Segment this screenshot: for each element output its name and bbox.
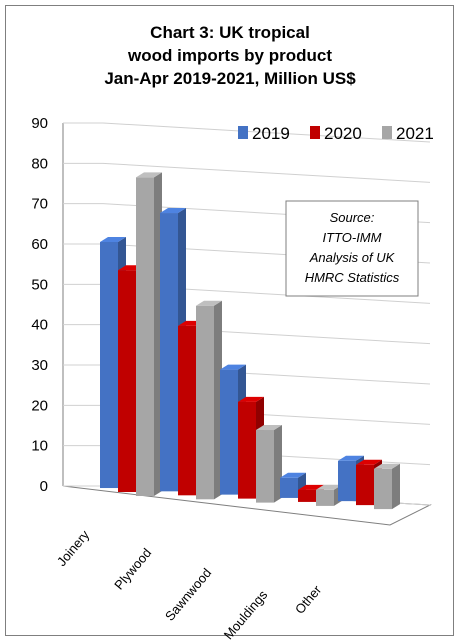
source-note-line-4: HMRC Statistics — [305, 270, 400, 285]
category-label-mouldings: Mouldings — [221, 587, 271, 642]
bar-top-other-2019 — [338, 455, 364, 461]
title-line-3: Jan-Apr 2019-2021, Million US$ — [104, 69, 356, 88]
bar-top-sawnwood-2019 — [220, 364, 246, 370]
bar-top-sawnwood-2020 — [238, 396, 264, 402]
legend-swatch-2021 — [382, 126, 392, 139]
legend-swatch-2020 — [310, 126, 320, 139]
y-tick-label: 60 — [31, 236, 48, 253]
source-note-line-1: Source: — [330, 210, 375, 225]
bar-other-2021 — [374, 468, 392, 510]
y-tick-label: 20 — [31, 397, 48, 414]
y-tick-labels: 0 10 20 30 40 50 60 70 80 90 — [31, 115, 48, 495]
bar-top-joinery-2019 — [100, 237, 126, 243]
bar-sawnwood-2020 — [238, 401, 256, 499]
bar-top-other-2021 — [374, 463, 400, 469]
source-note-line-3: Analysis of UK — [309, 250, 396, 265]
bar-joinery-2021 — [136, 177, 154, 497]
bar-sawnwood-2019 — [220, 369, 238, 495]
bar-top-plywood-2021 — [196, 300, 222, 306]
bar-plywood-2019 — [160, 213, 178, 492]
bar-other-2019 — [338, 460, 356, 502]
y-tick-label: 70 — [31, 196, 48, 213]
bar-top-plywood-2019 — [160, 208, 186, 214]
source-note-line-2: ITTO-IMM — [323, 230, 382, 245]
legend-swatch-2019 — [238, 126, 248, 139]
bar-mouldings-2020 — [298, 489, 316, 502]
bar-top-mouldings-2021 — [316, 484, 342, 490]
y-tick-label: 80 — [31, 155, 48, 172]
legend-label-2021: 2021 — [396, 124, 434, 143]
source-note-box — [285, 200, 419, 297]
bars — [100, 172, 400, 510]
legend-label-2020: 2020 — [324, 124, 362, 143]
bar-top-joinery-2021 — [136, 172, 162, 178]
category-labels: Joinery Plywood Sawnwood Mouldings Other — [54, 527, 325, 642]
legend: 2019 2020 2021 — [238, 124, 434, 143]
category-label-joinery: Joinery — [54, 527, 93, 569]
legend-label-2019: 2019 — [252, 124, 290, 143]
category-label-sawnwood: Sawnwood — [162, 565, 214, 623]
gridline — [63, 162, 431, 183]
bar-top-sawnwood-2021 — [256, 425, 282, 431]
y-tick-label: 10 — [31, 438, 48, 455]
bar-top-mouldings-2019 — [280, 472, 306, 478]
chart-title: Chart 3: UK tropical wood imports by pro… — [104, 23, 356, 88]
category-label-plywood: Plywood — [111, 545, 154, 592]
bar-top-mouldings-2020 — [298, 484, 324, 490]
y-tick-label: 50 — [31, 276, 48, 293]
bar-mouldings-2019 — [280, 477, 298, 498]
bar-other-2020 — [356, 464, 374, 506]
bar-mouldings-2021 — [316, 489, 334, 506]
category-label-other: Other — [292, 582, 325, 617]
bar-plywood-2021 — [196, 305, 214, 500]
title-line-1: Chart 3: UK tropical — [150, 23, 310, 42]
bar-joinery-2019 — [100, 242, 118, 489]
bar-plywood-2020 — [178, 325, 196, 496]
bar-joinery-2020 — [118, 270, 136, 493]
bar-sawnwood-2021 — [256, 430, 274, 503]
y-tick-label: 90 — [31, 115, 48, 132]
title-line-2: wood imports by product — [127, 46, 332, 65]
y-tick-label: 0 — [40, 478, 48, 495]
source-note: Source: ITTO-IMM Analysis of UK HMRC Sta… — [285, 200, 419, 297]
bar-top-other-2020 — [356, 459, 382, 465]
bar-side-other-2021 — [392, 463, 400, 510]
gridline — [63, 122, 431, 143]
y-tick-label: 30 — [31, 357, 48, 374]
y-tick-label: 40 — [31, 317, 48, 334]
